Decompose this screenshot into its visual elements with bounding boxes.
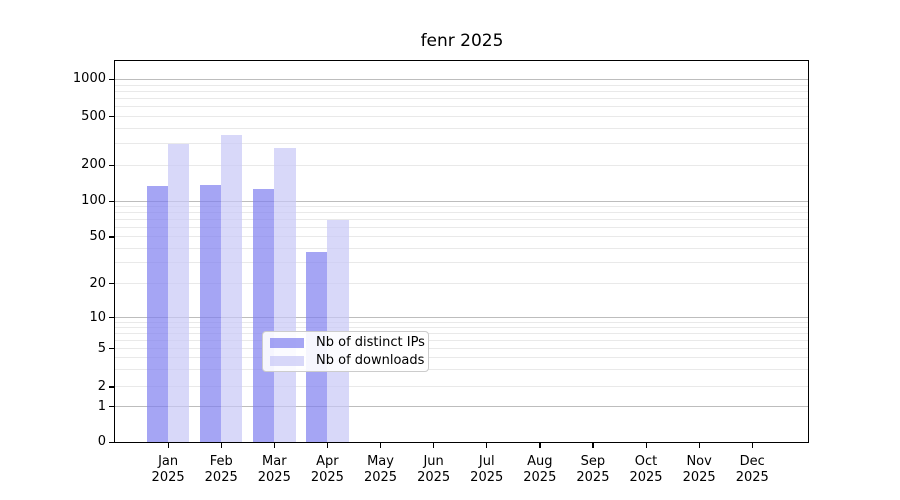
x-tick-mark xyxy=(167,443,169,448)
gridline xyxy=(115,262,808,264)
legend-swatch-distinct-ips xyxy=(270,337,304,348)
gridline xyxy=(115,406,808,408)
x-tick-label: Jul 2025 xyxy=(470,454,504,485)
y-tick-label: 1000 xyxy=(72,71,106,87)
y-tick-label: 2 xyxy=(97,378,106,394)
bar xyxy=(221,134,243,442)
x-tick-label: Jan 2025 xyxy=(151,454,185,485)
gridline xyxy=(115,90,808,92)
gridline xyxy=(115,317,808,319)
x-tick-mark xyxy=(380,443,382,448)
x-tick-mark xyxy=(433,443,435,448)
y-tick-label: 10 xyxy=(89,309,106,325)
x-tick-mark xyxy=(220,443,222,448)
bar xyxy=(253,189,275,442)
gridline xyxy=(115,369,808,371)
legend-entry: Nb of downloads xyxy=(270,353,428,368)
gridline xyxy=(115,106,808,108)
bar xyxy=(168,144,190,442)
y-tick-mark xyxy=(109,116,114,118)
x-tick-label: Feb 2025 xyxy=(204,454,238,485)
x-tick-mark xyxy=(751,443,753,448)
x-tick-label: Sep 2025 xyxy=(576,454,610,485)
x-tick-label: Oct 2025 xyxy=(629,454,663,485)
legend-label: Nb of downloads xyxy=(316,353,425,368)
y-tick-mark xyxy=(109,200,114,202)
gridline xyxy=(115,127,808,129)
y-tick-mark xyxy=(109,348,114,350)
plot-area xyxy=(114,60,809,443)
y-tick-mark xyxy=(109,317,114,319)
x-tick-label: Aug 2025 xyxy=(523,454,557,485)
y-tick-mark xyxy=(109,441,114,443)
y-tick-mark xyxy=(109,164,114,166)
gridline xyxy=(115,236,808,238)
y-tick-label: 20 xyxy=(89,275,106,291)
x-tick-mark xyxy=(698,443,700,448)
x-tick-mark xyxy=(273,443,275,448)
legend-label: Nb of distinct IPs xyxy=(316,335,425,350)
gridline xyxy=(115,164,808,166)
y-tick-label: 0 xyxy=(97,434,106,449)
x-tick-label: Jun 2025 xyxy=(417,454,451,485)
x-tick-label: Dec 2025 xyxy=(735,454,769,485)
y-tick-label: 500 xyxy=(81,108,106,124)
bar xyxy=(199,185,222,442)
x-tick-mark xyxy=(645,443,647,448)
gridline xyxy=(115,327,808,329)
y-tick-mark xyxy=(109,283,114,285)
y-tick-mark xyxy=(109,386,114,388)
gridline xyxy=(115,339,808,341)
gridline xyxy=(115,116,808,118)
legend: Nb of distinct IPs Nb of downloads xyxy=(262,331,429,372)
gridline xyxy=(115,143,808,145)
x-tick-mark xyxy=(326,443,329,448)
gridline xyxy=(115,247,808,249)
x-tick-label: May 2025 xyxy=(363,454,398,485)
x-tick-mark xyxy=(592,443,594,448)
y-tick-label: 5 xyxy=(97,340,106,356)
x-tick-label: Apr 2025 xyxy=(310,454,344,485)
legend-entry: Nb of distinct IPs xyxy=(270,335,428,350)
gridline xyxy=(115,219,808,220)
x-tick-label: Nov 2025 xyxy=(682,454,716,485)
bar xyxy=(146,186,169,442)
gridline xyxy=(115,78,808,80)
bar xyxy=(327,219,349,442)
gridline xyxy=(115,212,808,214)
y-tick-mark xyxy=(109,78,114,81)
gridline xyxy=(115,200,808,202)
chart-title: fenr 2025 xyxy=(420,31,504,51)
gridline xyxy=(115,321,808,323)
x-tick-mark xyxy=(486,443,488,448)
y-tick-label: 1 xyxy=(97,398,106,414)
y-tick-mark xyxy=(109,406,114,408)
gridline xyxy=(115,206,808,208)
legend-swatch-downloads xyxy=(270,355,304,366)
gridline xyxy=(115,333,808,335)
gridline xyxy=(115,226,808,228)
y-tick-label: 100 xyxy=(81,193,106,209)
x-tick-label: Mar 2025 xyxy=(257,454,291,485)
gridline xyxy=(115,283,808,285)
gridline xyxy=(115,348,808,350)
gridline xyxy=(115,98,808,100)
gridline xyxy=(115,357,808,359)
x-tick-mark xyxy=(539,443,541,448)
gridline xyxy=(115,386,808,388)
y-tick-label: 50 xyxy=(89,228,106,244)
bar xyxy=(274,148,296,442)
y-tick-mark xyxy=(109,236,114,238)
gridline xyxy=(115,84,808,86)
y-tick-label: 200 xyxy=(81,157,106,173)
